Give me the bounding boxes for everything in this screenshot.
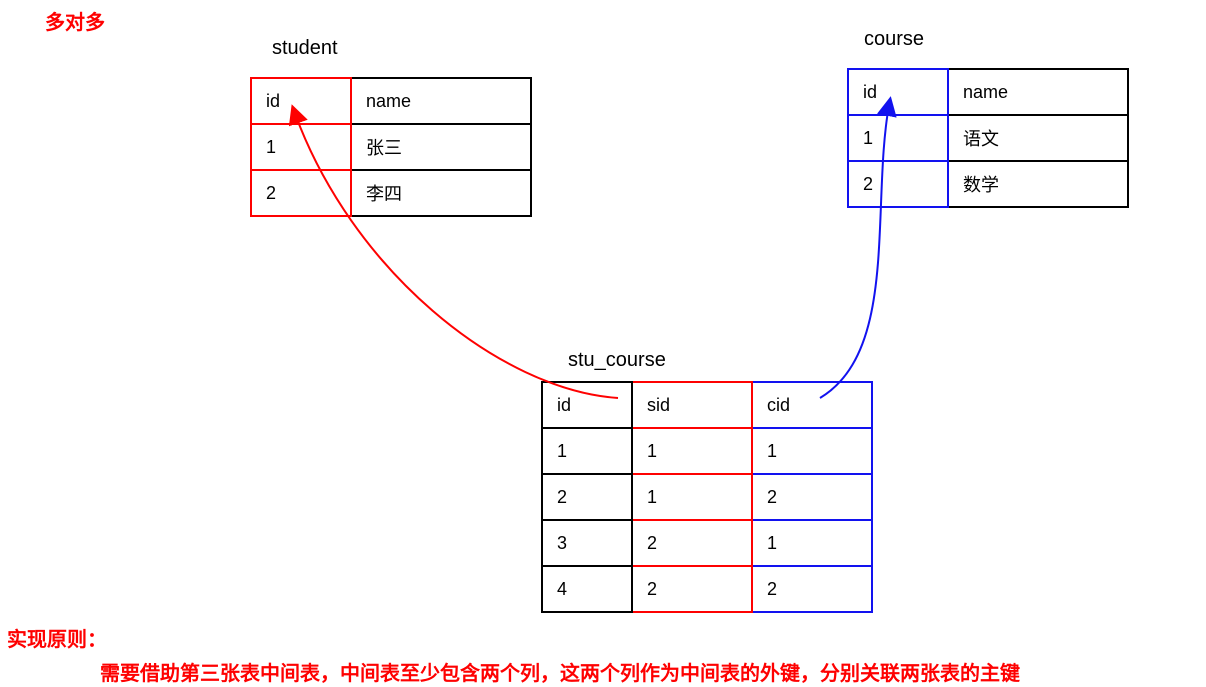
stu-course-col-sid: sid: [632, 382, 752, 428]
stu-course-col-cid: cid: [752, 382, 872, 428]
table-row: 1 1 1: [542, 428, 872, 474]
stu-course-col-id: id: [542, 382, 632, 428]
course-col-name: name: [948, 69, 1128, 115]
stu-course-cell: 2: [632, 520, 752, 566]
student-cell: 1: [251, 124, 351, 170]
table-row: 3 2 1: [542, 520, 872, 566]
student-cell: 2: [251, 170, 351, 216]
table-row: 2 李四: [251, 170, 531, 216]
student-table: id name 1 张三 2 李四: [250, 77, 532, 217]
stu-course-cell: 2: [752, 566, 872, 612]
student-cell: 李四: [351, 170, 531, 216]
stu-course-cell: 1: [752, 428, 872, 474]
stu-course-table: id sid cid 1 1 1 2 1 2 3 2 1 4 2 2: [541, 381, 873, 613]
course-cell: 2: [848, 161, 948, 207]
student-table-title: student: [272, 37, 338, 60]
table-header-row: id name: [848, 69, 1128, 115]
diagram-title: 多对多: [45, 6, 105, 35]
course-cell: 数学: [948, 161, 1128, 207]
course-table-title: course: [864, 28, 924, 51]
table-row: 1 张三: [251, 124, 531, 170]
table-row: 1 语文: [848, 115, 1128, 161]
stu-course-cell: 2: [542, 474, 632, 520]
course-col-id: id: [848, 69, 948, 115]
stu-course-cell: 1: [542, 428, 632, 474]
stu-course-cell: 4: [542, 566, 632, 612]
stu-course-table-title: stu_course: [568, 349, 666, 372]
table-row: 2 1 2: [542, 474, 872, 520]
table-row: 2 数学: [848, 161, 1128, 207]
student-col-id: id: [251, 78, 351, 124]
principle-text: 需要借助第三张表中间表，中间表至少包含两个列，这两个列作为中间表的外键，分别关联…: [100, 657, 1020, 686]
course-cell: 语文: [948, 115, 1128, 161]
stu-course-cell: 2: [632, 566, 752, 612]
course-table: id name 1 语文 2 数学: [847, 68, 1129, 208]
table-header-row: id sid cid: [542, 382, 872, 428]
principle-label: 实现原则：: [7, 623, 107, 652]
table-row: 4 2 2: [542, 566, 872, 612]
stu-course-cell: 2: [752, 474, 872, 520]
student-cell: 张三: [351, 124, 531, 170]
stu-course-cell: 1: [632, 428, 752, 474]
stu-course-cell: 1: [632, 474, 752, 520]
course-cell: 1: [848, 115, 948, 161]
stu-course-cell: 3: [542, 520, 632, 566]
stu-course-cell: 1: [752, 520, 872, 566]
student-col-name: name: [351, 78, 531, 124]
table-header-row: id name: [251, 78, 531, 124]
